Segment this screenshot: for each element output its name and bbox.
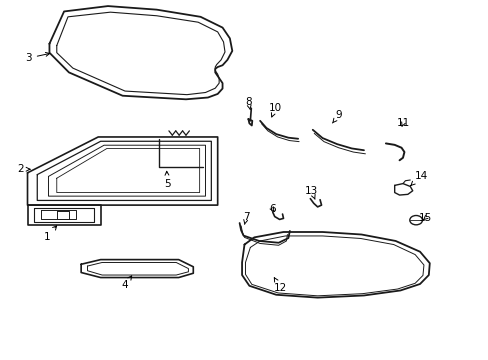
Text: 8: 8 [244,97,251,110]
Text: 4: 4 [122,276,131,290]
Text: 15: 15 [418,213,431,222]
Text: 10: 10 [268,103,281,117]
Text: 1: 1 [43,226,57,242]
Text: 5: 5 [164,171,170,189]
Text: 7: 7 [243,212,249,224]
Text: 14: 14 [410,171,427,185]
Text: 13: 13 [305,186,318,199]
Text: 11: 11 [396,118,409,128]
Text: 2: 2 [17,164,30,174]
Text: 9: 9 [332,111,341,123]
Text: 6: 6 [269,204,276,215]
Text: 3: 3 [25,53,49,63]
Text: 12: 12 [273,278,286,293]
